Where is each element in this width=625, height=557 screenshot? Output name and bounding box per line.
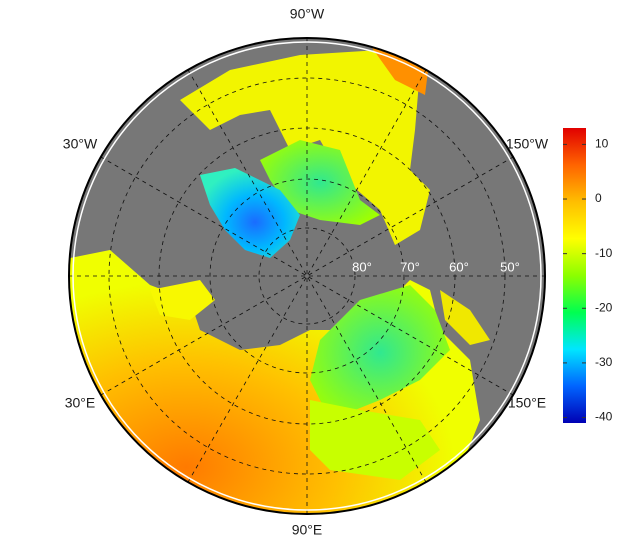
east-siberia <box>310 400 440 480</box>
map-area <box>69 38 545 514</box>
siberia-cold <box>310 285 450 420</box>
colorbar-tick-label: -40 <box>595 410 613 424</box>
north-america <box>180 50 430 245</box>
greenland <box>200 168 300 258</box>
map-border-inner <box>72 41 542 511</box>
longitude-label: 90°W <box>290 6 325 22</box>
colorbar-tick-label: -20 <box>595 300 613 314</box>
parallel <box>258 227 356 325</box>
latitude-label: 70° <box>400 259 420 274</box>
longitude-label: 30°W <box>63 136 98 152</box>
latitude-label: 60° <box>449 259 469 274</box>
longitude-label: 90°E <box>292 522 323 538</box>
colorbar <box>563 128 586 423</box>
graticule <box>69 38 545 514</box>
colorbar-tick-label: 10 <box>595 137 609 151</box>
colorbar-tick-label: -10 <box>595 246 613 260</box>
colorbar-tick-label: -30 <box>595 355 613 369</box>
scandinavia <box>150 280 215 320</box>
parallel <box>209 178 405 374</box>
latitude-label: 80° <box>352 259 372 274</box>
latitude-label: 50° <box>500 259 520 274</box>
colorbar-tick-label: 0 <box>595 191 602 205</box>
map-border <box>68 37 546 515</box>
longitude-label: 30°E <box>65 395 96 411</box>
longitude-label: 150°W <box>506 136 549 152</box>
longitude-label: 150°E <box>508 395 546 411</box>
